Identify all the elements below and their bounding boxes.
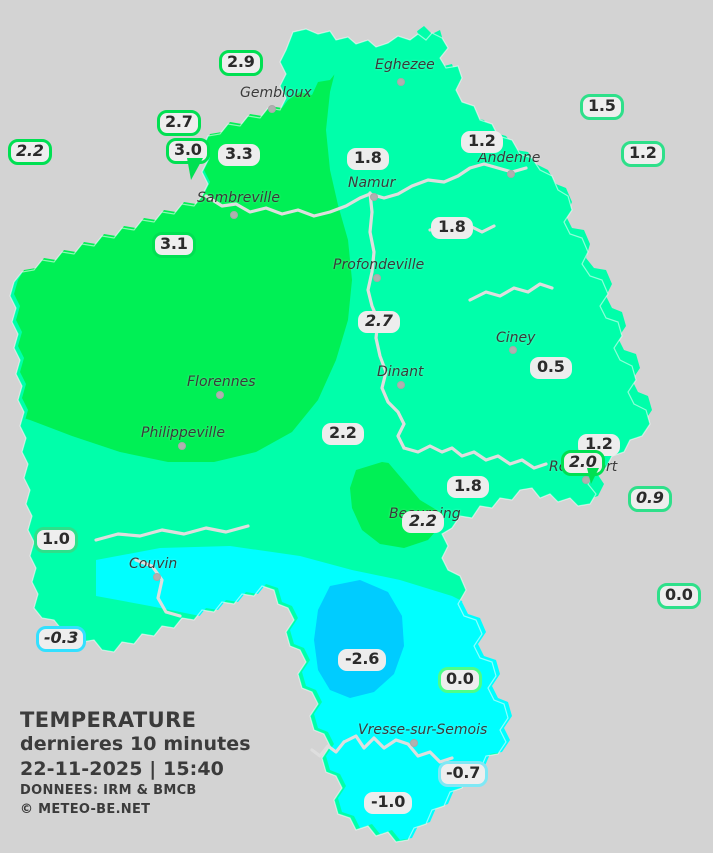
temp-label[interactable]: 1.2 [621,141,665,167]
city-dot [370,193,378,201]
temp-label[interactable]: 2.7 [157,110,201,136]
temp-label[interactable]: 1.8 [431,217,473,239]
city-dot [216,391,224,399]
city-dot [507,170,515,178]
city-label: Ciney [496,330,536,346]
temp-label[interactable]: -1.0 [364,792,413,814]
river-eau-noire [94,524,250,542]
city-dot [582,476,590,484]
callout-tail [587,468,599,484]
temp-label[interactable]: -2.6 [338,649,387,671]
city-dot [509,346,517,354]
legend-source: DONNEES: IRM & BMCB [20,783,197,799]
callout-tail [187,158,203,180]
legend-title: TEMPERATURE [20,708,197,732]
river-lesse-upper [468,282,554,302]
temp-label[interactable]: 2.9 [219,50,263,76]
city-dot [268,105,276,113]
city-label: Florennes [187,374,256,390]
temp-label[interactable]: 3.1 [152,232,196,258]
temp-label[interactable]: 0.9 [628,486,672,512]
temp-label[interactable]: 2.0 [561,450,605,476]
river-lesse [402,444,548,470]
city-dot [230,211,238,219]
city-label: Namur [348,175,396,191]
city-dot [178,442,186,450]
river-meuse-north [368,162,528,200]
legend-datetime: 22-11-2025 | 15:40 [20,757,224,780]
city-label: Gembloux [240,85,312,101]
city-label: Couvin [129,556,178,572]
temp-label[interactable]: 1.8 [347,148,389,170]
temp-label[interactable]: 1.2 [461,131,503,153]
temp-label[interactable]: 1.5 [580,94,624,120]
city-label: Sambreville [197,190,280,206]
legend-block: TEMPERATURE dernieres 10 minutes 22-11-2… [20,708,251,820]
temp-label[interactable]: 1.0 [34,527,78,553]
temp-label[interactable]: 2.7 [358,311,400,333]
city-label: Profondeville [333,257,425,273]
rivers [94,162,554,764]
temp-label[interactable]: 0.0 [438,667,482,693]
river-semois-west [310,740,346,758]
river-viroin [134,558,182,618]
city-label: Eghezee [375,57,435,73]
temp-label[interactable]: -0.3 [36,626,87,652]
temp-label[interactable]: 1.8 [447,476,489,498]
city-dot [373,274,381,282]
city-label: Dinant [377,364,424,380]
temp-label[interactable]: 2.2 [322,423,364,445]
province-outline [9,28,651,843]
city-label: Vresse-sur-Semois [358,722,488,738]
city-dot [410,739,418,747]
river-semois [342,734,454,764]
temp-label[interactable]: 0.0 [657,583,701,609]
city-label: Philippeville [141,425,225,441]
temp-label[interactable]: 3.3 [218,144,260,166]
temp-label[interactable]: 2.2 [8,139,52,165]
city-dot [397,381,405,389]
river-meuse-south [366,191,406,450]
city-dot [153,573,161,581]
legend-subtitle: dernieres 10 minutes [20,732,251,755]
temp-label[interactable]: 2.2 [402,511,444,533]
legend-copyright: © METEO-BE.NET [20,801,151,817]
temp-label[interactable]: 0.5 [530,357,572,379]
temp-label[interactable]: -0.7 [438,761,489,787]
city-label: Andenne [478,150,541,166]
river-sambre [204,192,372,218]
city-dot [397,78,405,86]
